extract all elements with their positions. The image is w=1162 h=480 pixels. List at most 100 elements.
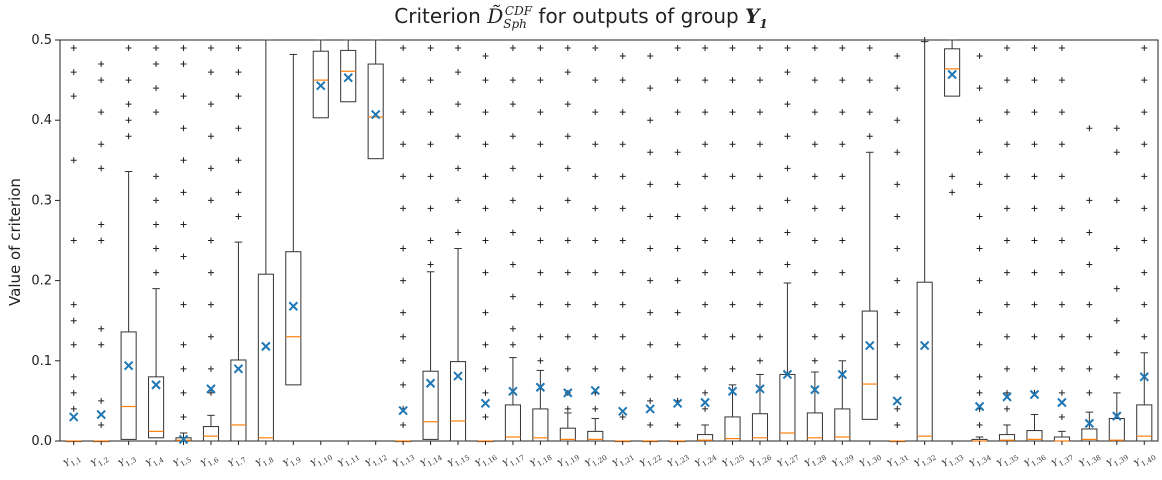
x-tick-label: Y1,15 <box>447 450 472 471</box>
outlier-marker <box>1058 413 1065 420</box>
outlier-marker <box>1004 45 1011 52</box>
mean-marker <box>1029 389 1040 400</box>
outlier-marker <box>400 141 407 148</box>
x-tick-label: Y1,16 <box>474 450 499 471</box>
outlier-marker <box>894 405 901 412</box>
outlier-marker <box>784 69 791 76</box>
outlier-marker <box>592 405 599 412</box>
outlier-marker <box>427 237 434 244</box>
outlier-marker <box>70 317 77 324</box>
box-group <box>449 45 467 442</box>
outlier-marker <box>729 269 736 276</box>
mean-marker <box>1002 392 1012 402</box>
x-tick-label: Y1,17 <box>501 450 526 471</box>
outlier-marker <box>756 301 763 308</box>
outlier-marker <box>894 341 901 348</box>
outlier-marker <box>70 93 77 100</box>
outlier-marker <box>592 77 599 84</box>
outlier-marker <box>235 69 242 76</box>
outlier-marker <box>1058 77 1065 84</box>
outlier-marker <box>1141 205 1148 212</box>
outlier-marker <box>619 333 626 340</box>
outlier-marker <box>756 109 763 116</box>
mean-marker <box>645 404 655 414</box>
outlier-marker <box>592 365 599 372</box>
outlier-marker <box>427 173 434 180</box>
outlier-marker <box>1086 333 1093 340</box>
mean-marker <box>782 369 793 380</box>
x-tick-label: Y1,7 <box>227 452 248 471</box>
box-group <box>834 45 851 442</box>
outlier-marker <box>674 149 681 156</box>
outlier-marker <box>125 77 132 84</box>
outlier-marker <box>619 173 626 180</box>
outlier-marker <box>619 53 626 60</box>
outlier-marker <box>1031 365 1038 372</box>
outlier-marker <box>702 405 709 412</box>
outlier-marker <box>1004 301 1011 308</box>
mean-marker <box>343 72 353 83</box>
outlier-marker <box>674 341 681 348</box>
outlier-marker <box>839 141 846 148</box>
outlier-marker <box>839 109 846 116</box>
outlier-marker <box>482 205 489 212</box>
outlier-marker <box>784 133 791 140</box>
outlier-marker <box>1058 365 1065 372</box>
outlier-marker <box>976 149 983 156</box>
outlier-marker <box>564 197 571 204</box>
outlier-marker <box>866 109 873 116</box>
x-tick-label: Y1,20 <box>584 450 609 471</box>
box <box>257 273 274 442</box>
mean-marker <box>123 360 134 371</box>
outlier-marker <box>482 413 489 420</box>
outlier-marker <box>839 77 846 84</box>
outlier-marker <box>1031 77 1038 84</box>
outlier-marker <box>729 365 736 372</box>
outlier-marker <box>1031 173 1038 180</box>
mean-marker <box>892 396 902 406</box>
box <box>202 426 220 442</box>
outlier-marker <box>400 277 407 284</box>
outlier-marker <box>976 181 983 188</box>
outlier-marker <box>455 197 462 204</box>
outlier-marker <box>1086 389 1093 396</box>
box-group <box>1081 125 1098 442</box>
outlier-marker <box>98 325 105 332</box>
mean-marker <box>206 384 216 394</box>
outlier-marker <box>509 293 516 300</box>
outlier-marker <box>1058 109 1065 116</box>
outlier-marker <box>592 45 599 52</box>
outlier-marker <box>400 245 407 252</box>
title-group-letter: Y <box>745 4 760 28</box>
outlier-marker <box>427 109 434 116</box>
outlier-marker <box>756 357 763 364</box>
outlier-marker <box>1004 365 1011 372</box>
outlier-marker <box>153 45 160 52</box>
outlier-marker <box>866 45 873 52</box>
outlier-marker <box>894 213 901 220</box>
mean-marker <box>1084 418 1095 429</box>
mean-marker <box>96 409 106 420</box>
plot-area <box>59 37 1159 445</box>
outlier-marker <box>1058 173 1065 180</box>
box-group <box>532 45 549 442</box>
outlier-marker <box>180 157 187 164</box>
outlier-marker <box>894 85 901 92</box>
outlier-marker <box>455 133 462 140</box>
outlier-marker <box>153 61 160 68</box>
outlier-marker <box>1058 389 1065 396</box>
y-tick-label: 0.2 <box>31 274 52 289</box>
outlier-marker <box>455 101 462 108</box>
outlier-marker <box>509 133 516 140</box>
outlier-marker <box>619 301 626 308</box>
outlier-marker <box>811 269 818 276</box>
box <box>834 408 851 442</box>
outlier-marker <box>455 45 462 52</box>
outlier-marker <box>180 125 187 132</box>
outlier-marker <box>592 205 599 212</box>
outlier-marker <box>70 301 77 308</box>
mean-marker <box>590 385 600 396</box>
outlier-marker <box>1058 269 1065 276</box>
x-tick-label: Y1,29 <box>831 450 856 471</box>
outlier-marker <box>811 205 818 212</box>
